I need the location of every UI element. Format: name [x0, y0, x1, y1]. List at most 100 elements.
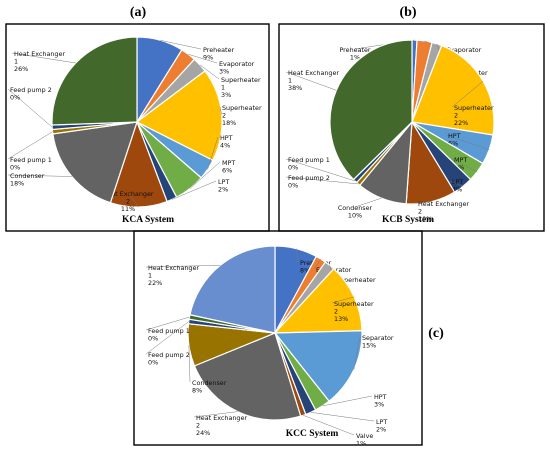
leader-line [451, 158, 478, 173]
slice-percent: 2% [218, 186, 228, 194]
slice-label-lpt: LPT 4% [452, 178, 463, 194]
slice-name: 1 [148, 272, 152, 280]
slice-percent: 38% [288, 84, 302, 92]
panel-b-title: KCB System [382, 215, 434, 225]
leader-line [285, 71, 337, 91]
slice-label-condenser: Condenser 10% [338, 204, 373, 220]
slice-name: Feed pump 2 [288, 174, 330, 182]
slice-name: 2 [196, 422, 200, 430]
leader-line [7, 88, 53, 128]
leader-line [353, 336, 361, 370]
leader-line [313, 258, 322, 270]
pie-chart-kcc: Preheater8%Evaporator2%Superheater12%Sup… [145, 245, 394, 448]
leader-line [285, 158, 356, 182]
leader-line [296, 248, 299, 263]
slice-name: Feed pump 2 [10, 86, 52, 94]
pie-chart-kca: Preheater 9%Evaporator 3%Superheater 1 3%Sup… [7, 36, 262, 213]
panel-c-title: KCC System [286, 429, 339, 439]
pie-chart-kcb: Preheater1%Evaporator3%Superheater12%Sup… [285, 39, 495, 223]
leader-line [219, 106, 222, 115]
panel-b-letter: (b) [399, 5, 416, 20]
pie-slice-separator [273, 330, 363, 403]
slice-label-hpt: HPT 4% [220, 134, 233, 150]
slice-percent: 3% [221, 91, 231, 99]
slice-label-heat-exchanger-1: Heat Exchanger 1 38% [288, 69, 339, 92]
pie-slice-heat-exchanger-1 [189, 245, 276, 334]
slice-label-lpt: LPT 2% [376, 418, 387, 434]
slice-name: Feed pump 2 [148, 351, 190, 359]
leader-line [145, 321, 189, 355]
slice-label-separator: Separator 15% [362, 334, 394, 350]
leader-line [322, 395, 373, 407]
slice-name: Evaporator [446, 46, 482, 54]
slice-name: Superheater [336, 276, 376, 284]
slice-label-preheater: Preheater 9% [203, 46, 234, 62]
slice-name: LPT [376, 418, 387, 426]
pie-slice-condenser [52, 121, 138, 204]
leader-line [451, 81, 484, 108]
slice-percent: 0% [10, 164, 20, 172]
slice-label-feed-pump-1: Feed pump 1 0% [10, 156, 52, 172]
leader-line [188, 345, 191, 383]
slice-name: MPT [454, 156, 467, 164]
slice-percent: 4% [220, 142, 230, 150]
slice-name: Superheater [334, 300, 374, 308]
slice-percent: 0% [288, 182, 298, 190]
slice-label-superheater-2: Superheater 2 18% [222, 104, 262, 127]
slice-percent: 3% [219, 68, 229, 76]
slice-label-heat-exchanger-1: Heat Exchanger 1 22% [148, 264, 199, 287]
slice-percent: 22% [454, 119, 468, 127]
slice-percent: 18% [222, 119, 236, 127]
slice-name: 2 [418, 208, 422, 216]
slice-name: MPT [222, 159, 235, 167]
leader-line [145, 316, 190, 331]
slice-percent: 10% [418, 215, 432, 223]
slice-percent: 8% [192, 387, 202, 395]
slice-name: Superheater [221, 76, 261, 84]
leader-line [285, 176, 359, 185]
slice-percent: 2% [376, 426, 386, 434]
slice-label-feed-pump-1: Feed pump 1 0% [288, 156, 330, 172]
panel-c-letter: (c) [428, 326, 444, 341]
slice-label-superheater-1: Superheater 1 3% [221, 76, 261, 99]
slice-label-feed-pump-2: Feed pump 2 0% [288, 174, 330, 190]
panel-a-letter: (a) [130, 5, 147, 20]
slice-name: Condenser [10, 172, 45, 180]
panel-c-frame [133, 230, 423, 446]
slice-name: Preheater [339, 46, 370, 54]
slice-label-mpt: MPT 6% [222, 159, 235, 175]
slice-name: Heat Exchanger [102, 190, 153, 198]
slice-name: Feed pump 1 [10, 156, 52, 164]
leader-line [188, 54, 218, 64]
slice-label-heat-exchanger-2: Heat Exchanger 2 24% [196, 414, 247, 437]
slice-percent: 4% [452, 186, 462, 194]
leader-line [193, 411, 238, 418]
slice-percent: 1% [356, 440, 366, 448]
slice-name: HPT [220, 134, 233, 142]
slice-label-hpt: HPT 6% [448, 132, 461, 148]
leader-line [145, 265, 221, 268]
slice-name: Separator [362, 334, 394, 342]
slice-name: Heat Exchanger [148, 264, 199, 272]
slice-percent: 8% [300, 267, 310, 275]
slice-name: 2 [126, 198, 130, 206]
slice-name: Superheater [454, 104, 494, 112]
slice-percent: 6% [222, 167, 232, 175]
leader-line [354, 197, 382, 208]
slice-label-feed-pump-1: Feed pump 1 0% [148, 327, 190, 343]
slice-label-hpt: HPT 3% [374, 393, 387, 409]
slice-name: Valve [356, 432, 373, 440]
slice-percent: 24% [196, 429, 210, 437]
slice-percent: 10% [348, 212, 362, 220]
slice-label-condenser: Condenser 18% [10, 172, 45, 188]
leader-line [449, 180, 463, 187]
leader-line [127, 192, 139, 208]
slice-name: LPT [452, 178, 463, 186]
slice-label-preheater: Preheater 1% [339, 46, 370, 62]
leader-line [7, 174, 72, 177]
slice-name: 1 [221, 84, 225, 92]
slice-percent: 22% [148, 279, 162, 287]
leader-line [415, 201, 432, 204]
